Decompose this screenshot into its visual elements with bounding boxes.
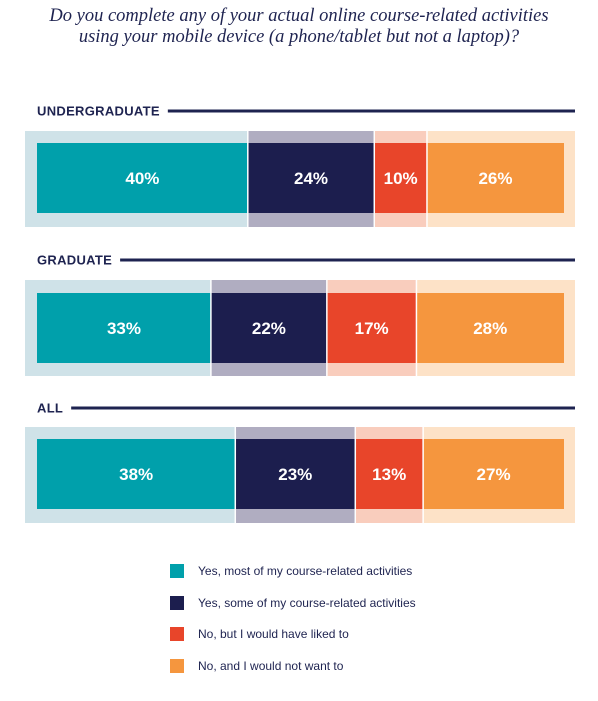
chart-title-line-1: Do you complete any of your actual onlin…	[49, 6, 549, 26]
group-label: UNDERGRADUATE	[37, 104, 160, 119]
bar-yes-most-of-my-course-related-activities	[37, 439, 236, 509]
legend-label: No, and I would not want to	[198, 658, 344, 673]
bar-no-and-i-would-not-want-to	[423, 439, 564, 509]
legend-label: Yes, some of my course-related activitie…	[198, 595, 416, 610]
group-label: ALL	[37, 401, 63, 416]
legend: Yes, most of my course-related activitie…	[170, 563, 416, 689]
bar-yes-some-of-my-course-related-activities	[247, 143, 375, 213]
bar-yes-some-of-my-course-related-activities	[235, 439, 356, 509]
legend-item: No, but I would have liked to	[170, 626, 416, 642]
legend-swatch	[170, 658, 184, 673]
bar-no-but-i-would-have-liked-to	[374, 143, 427, 213]
value-label: 10%	[384, 169, 418, 188]
bar-no-but-i-would-have-liked-to	[355, 439, 424, 509]
legend-item: No, and I would not want to	[170, 658, 416, 674]
chart-title: Do you complete any of your actual onlin…	[0, 6, 598, 48]
bar-yes-some-of-my-course-related-activities	[210, 293, 327, 363]
group-undergraduate: 40% 24% 10% 26% UNDERGRADUATE	[25, 104, 575, 227]
legend-label: Yes, most of my course-related activitie…	[198, 564, 413, 578]
legend-swatch	[170, 627, 184, 641]
value-label: 23%	[278, 465, 312, 484]
legend-label: No, but I would have liked to	[198, 627, 349, 641]
value-label: 27%	[477, 465, 511, 484]
group-graduate: 33% 22% 17% 28% GRADUATE	[25, 253, 575, 376]
value-label: 24%	[294, 169, 328, 188]
value-label: 38%	[119, 465, 153, 484]
bar-no-and-i-would-not-want-to	[416, 293, 564, 363]
group-label: GRADUATE	[37, 253, 112, 268]
bar-yes-most-of-my-course-related-activities	[37, 143, 248, 213]
legend-swatch	[170, 564, 184, 578]
value-label: 26%	[478, 169, 512, 188]
value-label: 33%	[107, 319, 141, 338]
bar-no-and-i-would-not-want-to	[426, 143, 564, 213]
value-label: 28%	[473, 319, 507, 338]
chart-title-line-2: using your mobile device (a phone/tablet…	[78, 27, 520, 47]
legend-item: Yes, some of my course-related activitie…	[170, 595, 416, 611]
bar-no-but-i-would-have-liked-to	[326, 293, 417, 363]
value-label: 13%	[372, 465, 406, 484]
group-all: 38% 23% 13% 27% ALL	[25, 401, 575, 523]
value-label: 40%	[125, 169, 159, 188]
value-label: 22%	[252, 319, 286, 338]
legend-swatch	[170, 595, 184, 610]
value-label: 17%	[355, 319, 389, 338]
legend-item: Yes, most of my course-related activitie…	[170, 563, 416, 579]
bar-yes-most-of-my-course-related-activities	[37, 293, 211, 363]
